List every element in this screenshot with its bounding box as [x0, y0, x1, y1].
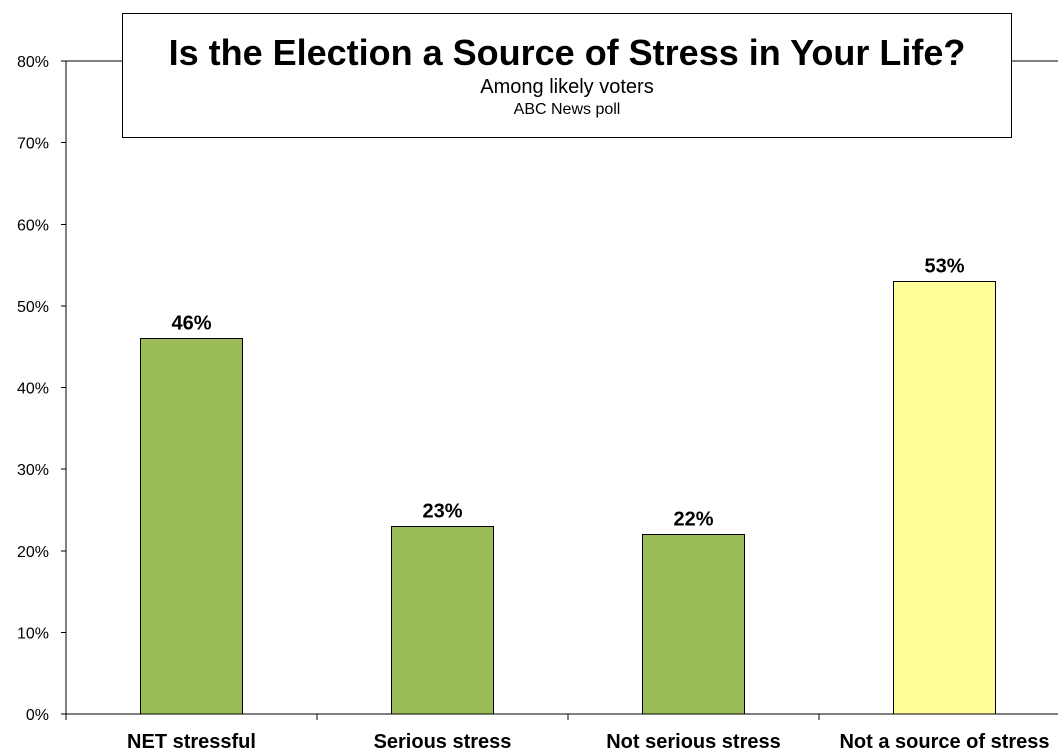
bar: [391, 525, 494, 715]
bar: [140, 338, 243, 715]
data-label: 22%: [673, 508, 713, 530]
y-tick-label: 30%: [17, 462, 49, 479]
chart-bars: [140, 280, 996, 715]
data-label: 53%: [924, 255, 964, 277]
x-tick-label: Not a source of stress: [839, 731, 1049, 749]
chart-labels: 46% NET stressful 23% Serious stress 22% Not …: [127, 255, 1050, 749]
y-tick-label: 0%: [26, 707, 49, 724]
y-tick-label: 20%: [17, 544, 49, 561]
chart-source: ABC News poll: [513, 101, 621, 118]
x-tick-label: Serious stress: [374, 731, 512, 749]
y-tick-label: 50%: [17, 299, 49, 316]
x-tick-label: Not serious stress: [606, 731, 781, 749]
data-label: 46%: [171, 313, 211, 335]
y-tick-label: 60%: [17, 217, 49, 234]
y-tick-label: 10%: [17, 625, 49, 642]
y-tick-label: 80%: [17, 54, 49, 71]
y-tick-label: 40%: [17, 381, 49, 398]
data-label: 23%: [422, 500, 462, 522]
chart-title: Is the Election a Source of Stress in Yo…: [168, 32, 966, 73]
bar: [642, 533, 745, 715]
y-tick-label: 70%: [17, 136, 49, 153]
x-tick-label: NET stressful: [127, 731, 256, 749]
chart-subtitle: Among likely voters: [480, 76, 654, 98]
bar: [893, 280, 996, 715]
chart-title-box: Is the Election a Source of Stress in Yo…: [122, 13, 1012, 138]
